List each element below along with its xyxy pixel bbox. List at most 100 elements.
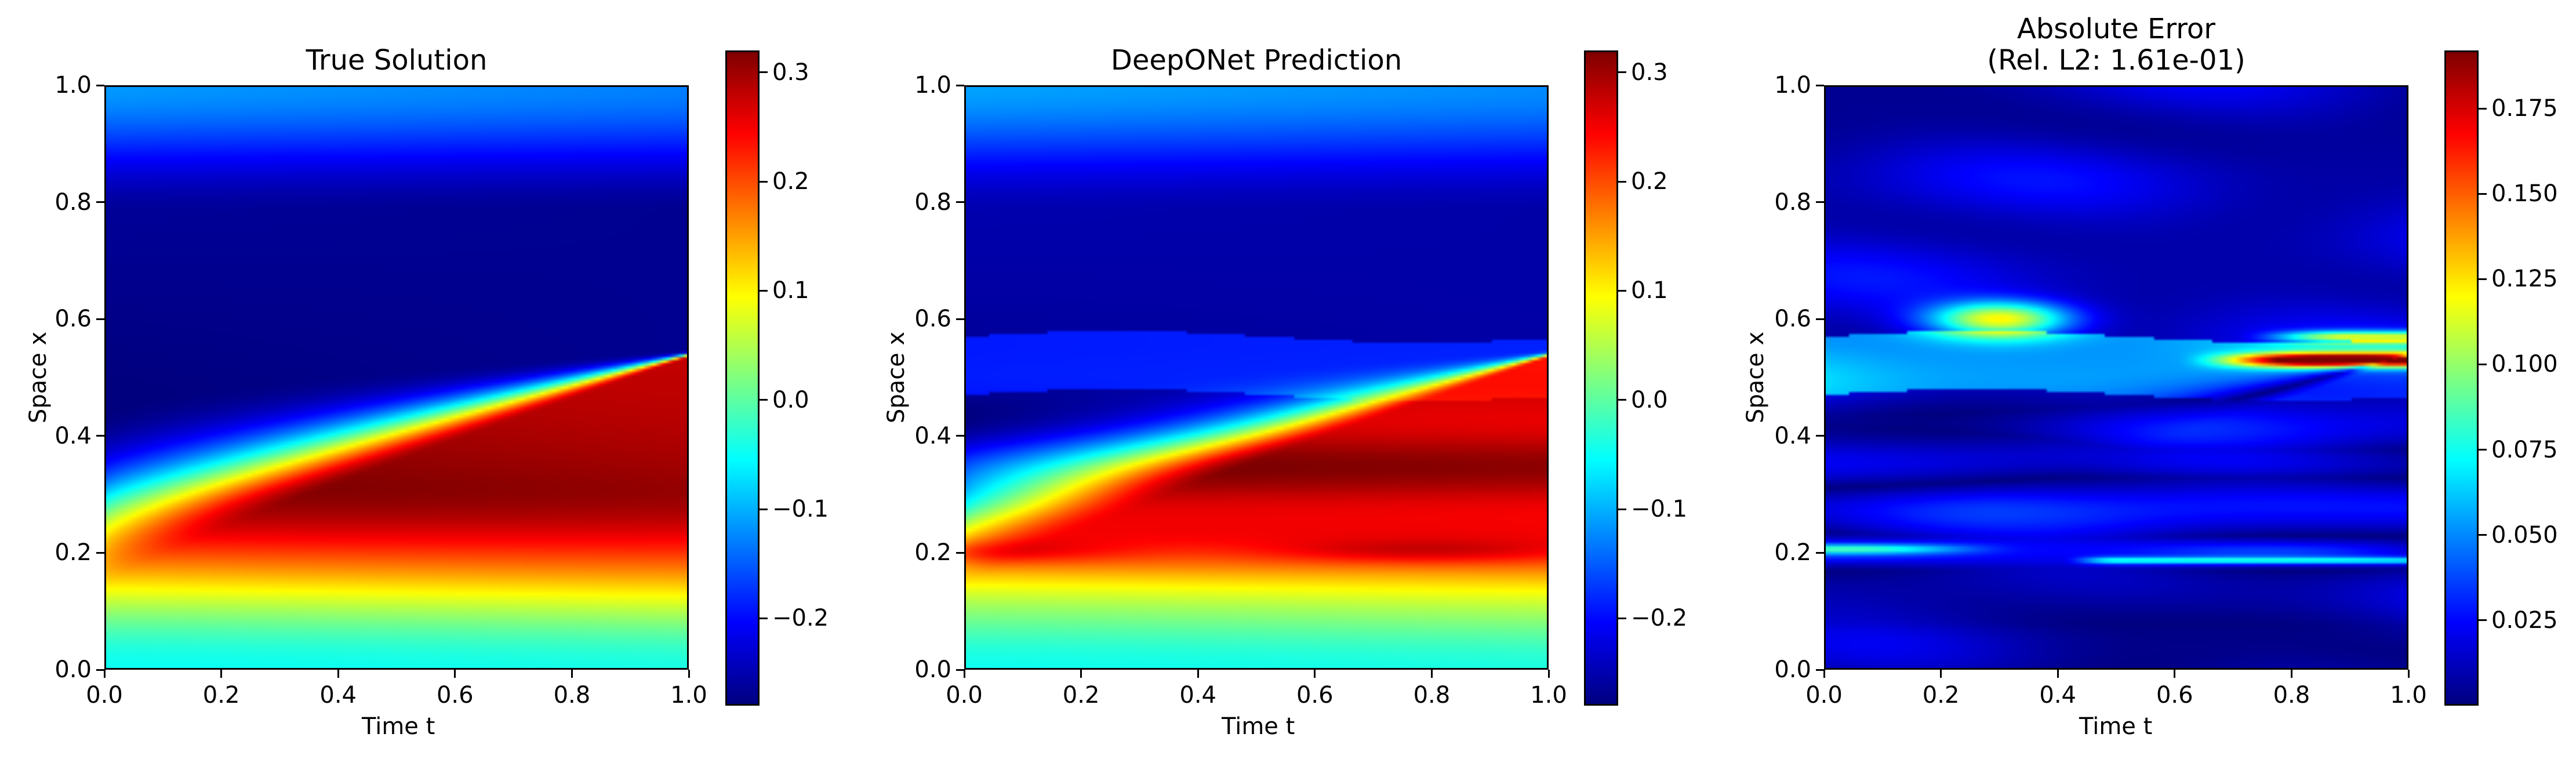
y-axis-tick [956, 669, 964, 671]
x-tick-label: 0.2 [202, 682, 240, 709]
x-axis-tick [220, 670, 223, 678]
x-tick-label: 0.8 [553, 682, 591, 709]
colorbar-tick-label: −0.1 [1631, 496, 1688, 522]
colorbar-gradient [1586, 52, 1616, 704]
x-tick-label: 1.0 [670, 682, 707, 709]
colorbar-tick-label: 0.3 [772, 59, 809, 86]
colorbar-tick [2479, 193, 2487, 195]
y-axis-tick [956, 551, 964, 554]
y-tick-label: 0.0 [1774, 656, 1811, 683]
colorbar-tick [1618, 399, 1626, 401]
y-axis-tick [1816, 318, 1824, 320]
y-axis-tick [956, 84, 964, 86]
y-tick-label: 1.0 [914, 72, 951, 99]
colorbar-tick [760, 180, 768, 183]
x-tick-label: 0.6 [436, 682, 474, 709]
y-axis-tick [956, 318, 964, 320]
colorbar-tick-label: 0.2 [1631, 168, 1668, 195]
y-axis-tick [956, 435, 964, 437]
colorbar-gradient [2446, 52, 2477, 704]
colorbar-tick [760, 289, 768, 292]
heatmap-plot-area [964, 85, 1549, 670]
x-axis-label: Time t [1222, 713, 1295, 740]
x-axis-tick [571, 670, 573, 678]
x-axis-tick [2174, 670, 2176, 678]
y-tick-label: 0.8 [914, 188, 951, 216]
colorbar-tick-label: −0.1 [772, 496, 829, 522]
y-tick-label: 0.2 [1774, 539, 1811, 566]
y-tick-label: 0.4 [55, 422, 92, 449]
y-tick-label: 1.0 [1774, 72, 1811, 99]
colorbar-tick-label: 0.050 [2491, 521, 2558, 549]
colorbar-tick [2479, 278, 2487, 280]
chart-title: DeepONet Prediction [1110, 44, 1403, 77]
chart-title: Absolute Error [2017, 13, 2216, 45]
colorbar-tick [760, 399, 768, 401]
x-axis-tick [963, 670, 965, 678]
x-axis-tick [1430, 670, 1433, 678]
colorbar-tick [760, 617, 768, 619]
colorbar-tick-label: 0.150 [2491, 180, 2558, 208]
x-axis-tick [688, 670, 690, 678]
colorbar-tick [1618, 508, 1626, 510]
x-axis-tick [1940, 670, 1942, 678]
x-tick-label: 1.0 [2390, 682, 2427, 709]
y-axis-tick [1816, 551, 1824, 554]
colorbar [1584, 50, 1618, 706]
x-axis-label: Time t [2079, 713, 2153, 740]
colorbar-tick-label: 0.1 [772, 277, 809, 304]
colorbar-tick [1618, 71, 1626, 74]
heatmap-plot-area [1824, 85, 2408, 670]
colorbar-tick-label: 0.125 [2491, 266, 2558, 293]
colorbar-tick [2479, 363, 2487, 365]
y-tick-label: 1.0 [55, 72, 92, 99]
y-axis-tick [956, 201, 964, 204]
x-axis-tick [337, 670, 339, 678]
heatmap-image [966, 87, 1547, 668]
y-tick-label: 0.2 [914, 539, 951, 566]
x-tick-label: 0.8 [1413, 682, 1451, 709]
colorbar-tick-label: −0.2 [1631, 605, 1688, 632]
colorbar-tick [760, 508, 768, 510]
x-axis-tick [1547, 670, 1550, 678]
y-tick-label: 0.8 [1774, 188, 1811, 216]
colorbar-tick-label: 0.3 [1631, 59, 1668, 86]
y-axis-tick [96, 669, 104, 671]
y-axis-tick [96, 201, 104, 204]
colorbar-tick-label: 0.175 [2491, 95, 2558, 122]
y-axis-tick [1816, 84, 1824, 86]
x-axis-tick [103, 670, 106, 678]
colorbar-tick [2479, 619, 2487, 622]
colorbar-tick [2479, 449, 2487, 451]
x-tick-label: 0.2 [1922, 682, 1960, 709]
x-tick-label: 0.6 [2156, 682, 2193, 709]
colorbar-tick-label: 0.1 [1631, 277, 1668, 304]
x-axis-tick [2407, 670, 2410, 678]
y-axis-label: Space x [25, 331, 52, 424]
x-axis-tick [1314, 670, 1316, 678]
x-axis-tick [1823, 670, 1825, 678]
heatmap-image [106, 87, 687, 668]
chart-subtitle: (Rel. L2: 1.61e-01) [1987, 44, 2246, 77]
y-tick-label: 0.4 [1774, 422, 1811, 449]
y-axis-tick [1816, 669, 1824, 671]
colorbar-tick-label: 0.025 [2491, 607, 2558, 634]
x-axis-tick [1080, 670, 1082, 678]
x-tick-label: 0.2 [1062, 682, 1100, 709]
colorbar-tick [2479, 107, 2487, 110]
y-tick-label: 0.0 [55, 656, 92, 683]
colorbar [725, 50, 760, 706]
colorbar-tick [760, 71, 768, 74]
y-tick-label: 0.4 [914, 422, 951, 449]
colorbar-tick-label: 0.100 [2491, 351, 2558, 378]
colorbar-tick-label: −0.2 [772, 605, 829, 632]
chart-title: True Solution [306, 44, 488, 77]
y-axis-tick [96, 84, 104, 86]
x-tick-label: 0.8 [2273, 682, 2310, 709]
y-axis-tick [96, 318, 104, 320]
colorbar-tick-label: 0.2 [772, 168, 809, 195]
colorbar-tick-label: 0.0 [1631, 386, 1668, 413]
colorbar-tick [2479, 534, 2487, 536]
y-axis-tick [1816, 435, 1824, 437]
x-axis-tick [454, 670, 456, 678]
